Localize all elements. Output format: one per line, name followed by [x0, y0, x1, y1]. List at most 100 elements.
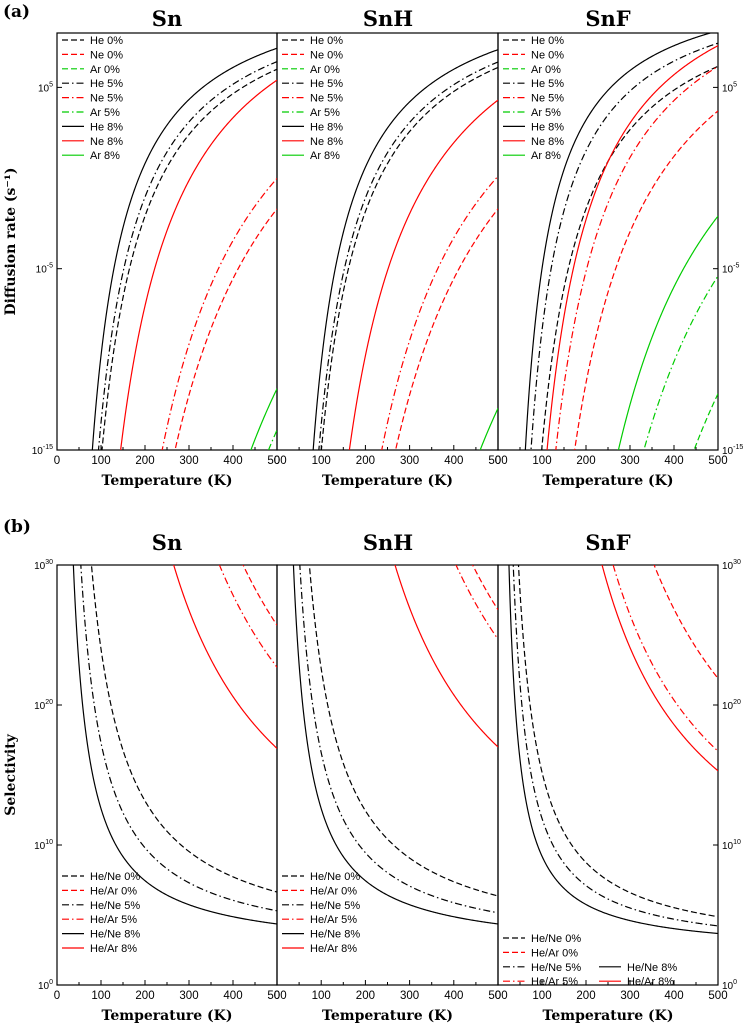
x-tick-label: 300: [400, 990, 419, 1002]
y-tick-exponent: 30: [45, 559, 53, 566]
x-tick-label: 200: [356, 990, 375, 1002]
y-axis-label: Diffusion rate (s⁻¹): [3, 167, 19, 315]
series-line: [643, 275, 718, 450]
y-tick-label: 1020: [34, 699, 53, 712]
y-tick-base: 10: [34, 701, 46, 712]
series-line: [120, 79, 277, 450]
x-tick-label: 500: [708, 990, 727, 1002]
series-group-b-sn: [72, 565, 277, 925]
legend-label: He 8%: [531, 121, 564, 133]
x-axis-label: Temperature (K): [322, 1008, 453, 1024]
x-tick-label: 300: [179, 990, 198, 1002]
y-tick-label: 100: [722, 979, 737, 992]
series-line: [653, 565, 718, 679]
y-tick-base: 10: [34, 841, 46, 852]
panel-a-label: (a): [3, 2, 30, 22]
legend-label: Ar 8%: [90, 150, 120, 162]
series-group-b-snh: [292, 565, 498, 925]
y-tick-exponent: -5: [733, 263, 739, 270]
y-tick-exponent: 20: [733, 699, 741, 706]
legend-label: He/Ne 8%: [310, 929, 360, 941]
x-tick-label: 0: [495, 990, 501, 1002]
y-tick-exponent: 20: [45, 699, 53, 706]
y-tick-label: 105: [722, 81, 737, 94]
x-axis-label: Temperature (K): [102, 473, 233, 489]
legend-label: He/Ne 8%: [627, 962, 677, 974]
legend-label: He/Ar 5%: [90, 914, 137, 926]
x-tick-label: 300: [620, 990, 639, 1002]
y-tick-label: 10-5: [722, 263, 739, 276]
x-tick-label: 500: [488, 990, 507, 1002]
y-tick-exponent: 10: [45, 839, 53, 846]
series-line: [455, 565, 498, 640]
y-tick-exponent: -5: [47, 263, 53, 270]
x-tick-label: 0: [274, 990, 280, 1002]
series-line: [381, 175, 498, 450]
y-tick-base: 10: [722, 83, 734, 94]
x-tick-label: 300: [620, 455, 639, 467]
legend-label: Ne 8%: [531, 136, 564, 148]
y-tick-exponent: 0: [733, 979, 737, 986]
series-line: [517, 565, 718, 918]
x-axis-label: Temperature (K): [543, 473, 674, 489]
legend-label: Ne 8%: [90, 136, 123, 148]
series-line: [546, 45, 718, 450]
panel-b-title-sn: Sn: [152, 530, 182, 555]
x-tick-label: 500: [267, 455, 286, 467]
x-tick-label: 400: [444, 455, 463, 467]
legend-label: He 0%: [90, 35, 123, 47]
y-axis-label: Selectivity: [3, 733, 19, 815]
x-tick-label: 500: [708, 455, 727, 467]
legend-label: Ar 8%: [531, 150, 561, 162]
x-tick-label: 400: [664, 990, 683, 1002]
y-tick-label: 10-15: [32, 444, 53, 457]
x-tick-label: 400: [223, 990, 242, 1002]
y-tick-base: 10: [722, 446, 734, 457]
legend-label: He/Ar 5%: [531, 976, 578, 988]
x-axis-label: Temperature (K): [543, 1008, 674, 1024]
legend-label: Ar 0%: [310, 64, 340, 76]
y-tick-base: 10: [32, 446, 44, 457]
series-line: [267, 429, 277, 450]
y-tick-label: 1030: [722, 559, 741, 572]
x-tick-label: 300: [400, 455, 419, 467]
series-line: [72, 565, 277, 925]
y-tick-label: 1010: [34, 839, 53, 852]
legend-label: He/Ar 0%: [90, 885, 137, 897]
x-tick-label: 200: [576, 455, 595, 467]
x-tick-label: 100: [91, 455, 110, 467]
x-tick-label: 200: [135, 455, 154, 467]
legend-label: He/Ar 8%: [90, 943, 137, 955]
x-tick-label: 100: [532, 455, 551, 467]
panel-a-title-snh: SnH: [363, 6, 413, 31]
series-line: [524, 33, 713, 450]
y-tick-label: 10-15: [722, 444, 743, 457]
y-tick-base: 10: [722, 701, 734, 712]
legend-label: He 5%: [90, 78, 123, 90]
series-line: [512, 565, 718, 927]
x-tick-label: 200: [135, 990, 154, 1002]
series-line: [348, 99, 498, 450]
x-tick-label: 0: [54, 455, 60, 467]
y-tick-label: 1010: [722, 839, 741, 852]
legend-label: Ar 0%: [531, 64, 561, 76]
series-line: [312, 49, 498, 450]
series-line: [308, 565, 498, 897]
legend-label: He/Ne 0%: [90, 871, 140, 883]
y-tick-base: 10: [722, 981, 734, 992]
y-tick-exponent: -15: [43, 444, 53, 451]
legend-label: Ar 8%: [310, 150, 340, 162]
x-tick-label: 400: [223, 455, 242, 467]
legend-label: Ar 5%: [531, 107, 561, 119]
y-tick-base: 10: [722, 265, 734, 276]
legend-label: He 8%: [90, 121, 123, 133]
legend-label: He 8%: [310, 121, 343, 133]
series-group-a-sn: [91, 47, 277, 450]
legend-label: Ne 8%: [310, 136, 343, 148]
x-tick-label: 0: [54, 990, 60, 1002]
panel-b-title-snh: SnH: [363, 530, 413, 555]
x-tick-label: 100: [312, 455, 331, 467]
series-line: [508, 565, 718, 935]
x-axis-label: Temperature (K): [322, 473, 453, 489]
x-tick-label: 400: [664, 455, 683, 467]
